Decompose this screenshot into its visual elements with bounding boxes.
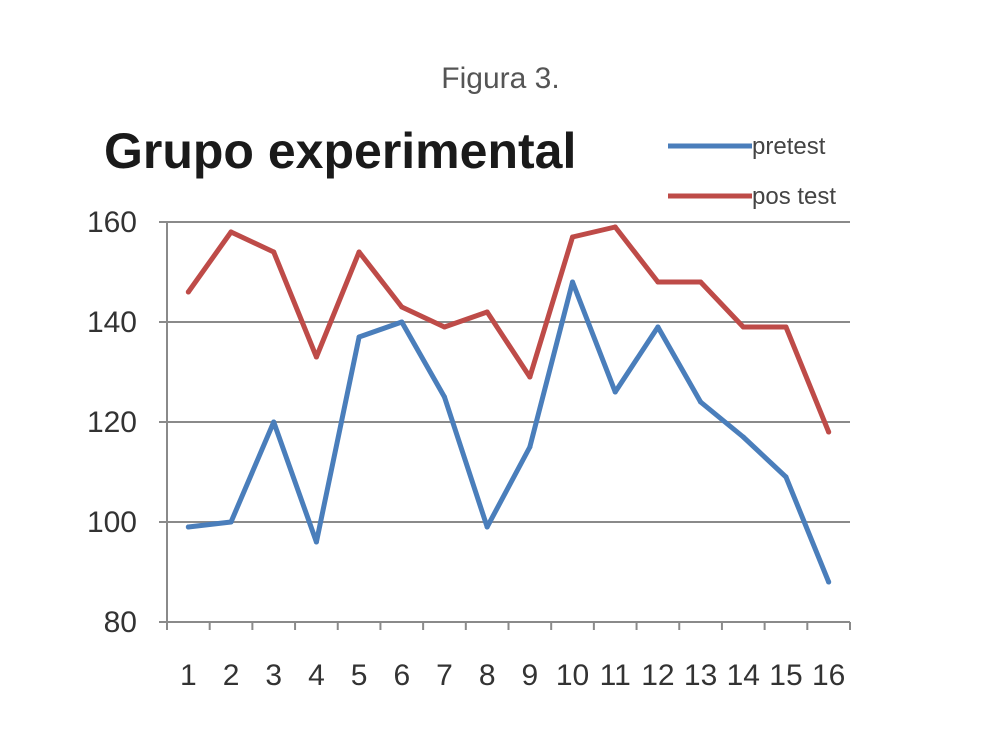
data-point xyxy=(399,319,405,325)
data-point xyxy=(399,304,405,310)
y-tick-label: 100 xyxy=(87,506,137,539)
data-point xyxy=(313,354,319,360)
data-point xyxy=(313,539,319,545)
data-point xyxy=(826,579,832,585)
data-point xyxy=(527,374,533,380)
data-point xyxy=(612,224,618,230)
x-tick-label: 16 xyxy=(812,659,845,692)
data-point xyxy=(484,309,490,315)
gridlines xyxy=(167,221,850,523)
x-tick-label: 1 xyxy=(180,659,197,692)
x-tick-label: 14 xyxy=(727,659,760,692)
x-tick-label: 3 xyxy=(265,659,282,692)
data-point xyxy=(612,389,618,395)
data-point xyxy=(441,394,447,400)
data-point xyxy=(826,429,832,435)
data-point xyxy=(271,419,277,425)
data-point xyxy=(484,524,490,530)
y-tick-label: 80 xyxy=(104,606,137,639)
data-point xyxy=(570,279,576,285)
data-point xyxy=(698,279,704,285)
data-point xyxy=(740,434,746,440)
x-tick-labels: 1 2 3 4 5 6 7 8 9 10 11 12 13 14 15 16 xyxy=(180,659,845,692)
x-tick-label: 5 xyxy=(351,659,368,692)
x-tick-label: 10 xyxy=(556,659,589,692)
x-tick-label: 9 xyxy=(522,659,539,692)
data-point xyxy=(356,249,362,255)
legend-label-2: pos test xyxy=(752,183,836,210)
y-tick-labels: 80 100 120 140 160 xyxy=(87,206,137,639)
x-tick-label: 4 xyxy=(308,659,325,692)
data-point xyxy=(228,229,234,235)
legend-label-1: pretest xyxy=(752,133,826,160)
data-point xyxy=(527,444,533,450)
data-point xyxy=(271,249,277,255)
series-lines xyxy=(185,224,832,585)
data-point xyxy=(185,289,191,295)
data-point xyxy=(698,399,704,405)
data-point xyxy=(228,519,234,525)
data-point xyxy=(655,324,661,330)
x-tick-label: 12 xyxy=(641,659,674,692)
x-tick-label: 11 xyxy=(600,659,631,692)
data-point xyxy=(185,524,191,530)
data-point xyxy=(740,324,746,330)
data-point xyxy=(570,234,576,240)
y-tick-label: 120 xyxy=(87,406,137,439)
x-tick-label: 2 xyxy=(223,659,240,692)
x-tick-label: 6 xyxy=(393,659,410,692)
data-point xyxy=(655,279,661,285)
x-tick-label: 8 xyxy=(479,659,496,692)
series-line-2 xyxy=(185,224,832,435)
figure-caption: Figura 3. xyxy=(441,62,560,95)
x-tick-label: 15 xyxy=(769,659,802,692)
axes xyxy=(159,221,851,630)
data-point xyxy=(441,324,447,330)
x-tick-label: 13 xyxy=(684,659,717,692)
y-tick-label: 160 xyxy=(87,206,137,239)
series-line-1 xyxy=(185,279,832,585)
chart-title: Grupo experimental xyxy=(104,123,577,179)
legend: pretest pos test xyxy=(668,133,836,210)
y-tick-label: 140 xyxy=(87,306,137,339)
x-tick-label: 7 xyxy=(436,659,453,692)
data-point xyxy=(356,334,362,340)
data-point xyxy=(783,324,789,330)
data-point xyxy=(783,474,789,480)
